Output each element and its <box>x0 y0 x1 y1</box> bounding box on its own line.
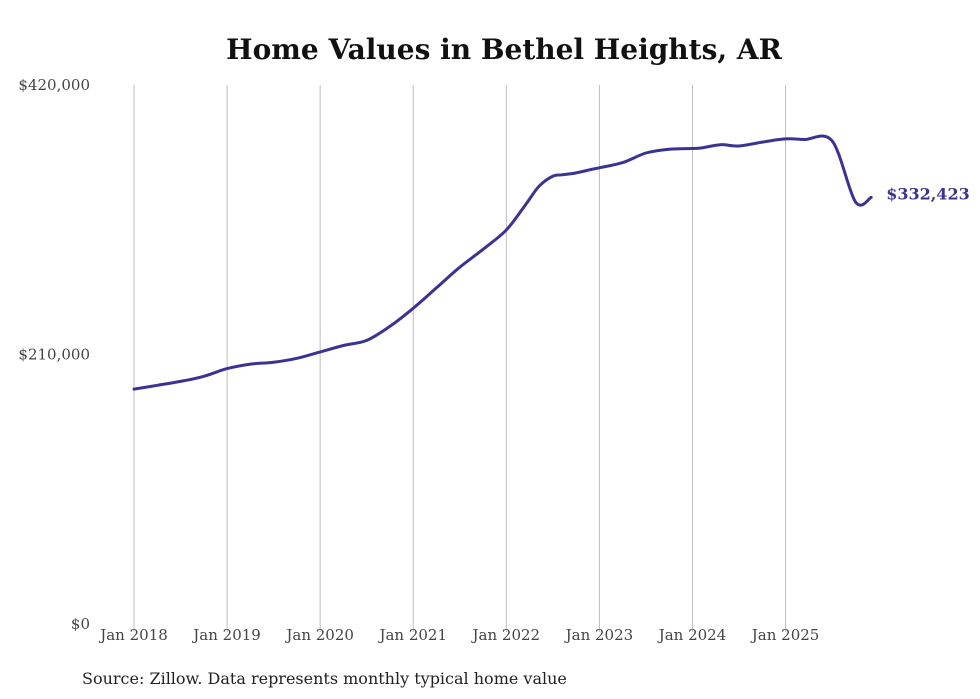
y-tick-label: $420,000 <box>18 76 90 94</box>
x-tick-label: Jan 2018 <box>98 626 168 644</box>
x-tick-label: Jan 2020 <box>284 626 354 644</box>
chart-title: Home Values in Bethel Heights, AR <box>226 33 782 66</box>
x-tick-label: Jan 2021 <box>377 626 447 644</box>
x-axis-tick-labels: Jan 2018 Jan 2019 Jan 2020 Jan 2021 Jan 2022… <box>98 626 819 644</box>
y-tick-label: $210,000 <box>18 346 90 364</box>
y-axis-tick-labels: $0 $210,000 $420,000 <box>18 76 90 633</box>
x-tick-label: Jan 2022 <box>471 626 541 644</box>
series-layer: $332,423 <box>132 134 970 391</box>
x-tick-label: Jan 2025 <box>750 626 820 644</box>
series-end-value-label: $332,423 <box>886 184 970 203</box>
series-line-home-value <box>132 134 873 391</box>
y-tick-label: $0 <box>71 615 90 633</box>
vertical-gridlines <box>133 85 787 632</box>
x-tick-label: Jan 2019 <box>191 626 261 644</box>
x-tick-label: Jan 2023 <box>564 626 634 644</box>
x-tick-label: Jan 2024 <box>657 626 727 644</box>
source-note: Source: Zillow. Data represents monthly … <box>82 669 567 688</box>
